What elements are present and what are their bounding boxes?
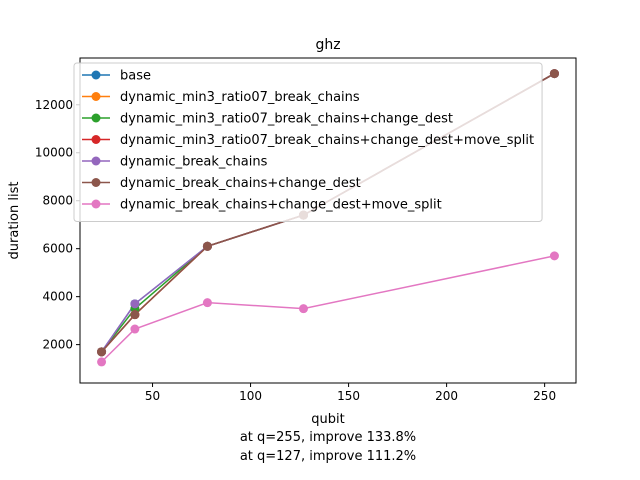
legend-marker-dynamic-min3-ratio07-break-chains-change-dest [91, 113, 101, 123]
x-axis-ticks: 50 100 150 200 250 [145, 383, 556, 403]
data-point-dynamic-break-chains-change-dest-move-split-1 [130, 324, 140, 334]
legend-marker-dynamic-min3-ratio07-break-chains-change-dest-move-split [91, 135, 101, 144]
x-tick-label: 100 [239, 389, 262, 403]
y-tick-label: 10000 [35, 146, 73, 160]
legend-marker-dynamic-break-chains-change-dest-move-split [91, 199, 101, 209]
legend-label-base: base [120, 69, 151, 84]
legend-label-dynamic-break-chains-change-dest: dynamic_break_chains+change_dest [120, 176, 361, 191]
legend-marker-dynamic-break-chains [91, 156, 101, 166]
chart-title: ghz [315, 37, 340, 53]
data-point-dynamic-break-chains-change-dest-move-split-2 [202, 298, 212, 308]
y-tick-label: 2000 [42, 338, 73, 352]
annotation-q255: at q=255, improve 133.8% [240, 430, 416, 445]
data-point-dynamic-break-chains-change-dest-2 [202, 241, 212, 251]
legend-label-dynamic-break-chains: dynamic_break_chains [120, 155, 268, 170]
y-axis-label: duration list [7, 182, 22, 260]
data-point-dynamic-break-chains-change-dest-move-split-3 [298, 304, 308, 314]
y-tick-label: 12000 [35, 98, 73, 112]
legend-box [73, 62, 543, 222]
legend-label-dynamic-min3-ratio07-break-chains: dynamic_min3_ratio07_break_chains [120, 90, 360, 105]
x-tick-label: 200 [435, 389, 458, 403]
legend-marker-dynamic-min3-ratio07-break-chains [91, 92, 101, 101]
data-point-dynamic-break-chains-change-dest-0 [97, 347, 107, 357]
legend-marker-dynamic-break-chains-change-dest [91, 178, 101, 187]
legend-label-dynamic-break-chains-change-dest-move-split: dynamic_break_chains+change_dest+move_sp… [120, 198, 442, 213]
y-tick-label: 8000 [42, 194, 73, 208]
legend: base dynamic_min3_ratio07_break_chainsdyn… [73, 62, 543, 222]
x-tick-label: 50 [145, 389, 160, 403]
legend-label-dynamic-min3-ratio07-break-chains-change-dest-move-split: dynamic_min3_ratio07_break_chains+change… [120, 133, 534, 148]
data-point-dynamic-break-chains-change-dest-4 [549, 69, 559, 79]
data-point-dynamic-break-chains-1 [130, 299, 140, 309]
x-tick-label: 150 [337, 389, 360, 403]
legend-marker-base [91, 70, 101, 80]
y-tick-label: 4000 [42, 290, 73, 304]
legend-label-dynamic-min3-ratio07-break-chains-change-dest: dynamic_min3_ratio07_break_chains+change… [120, 112, 453, 127]
annotation-q127: at q=127, improve 111.2% [240, 449, 416, 464]
x-axis-label: qubit [311, 412, 344, 427]
y-axis-ticks: 2000 4000 6000 8000 10000 12000 [35, 98, 80, 352]
y-tick-label: 6000 [42, 242, 73, 256]
data-point-dynamic-break-chains-change-dest-move-split-0 [97, 357, 107, 367]
data-point-dynamic-break-chains-change-dest-move-split-4 [549, 251, 559, 261]
x-tick-label: 250 [533, 389, 556, 403]
data-point-dynamic-break-chains-change-dest-1 [130, 310, 140, 320]
